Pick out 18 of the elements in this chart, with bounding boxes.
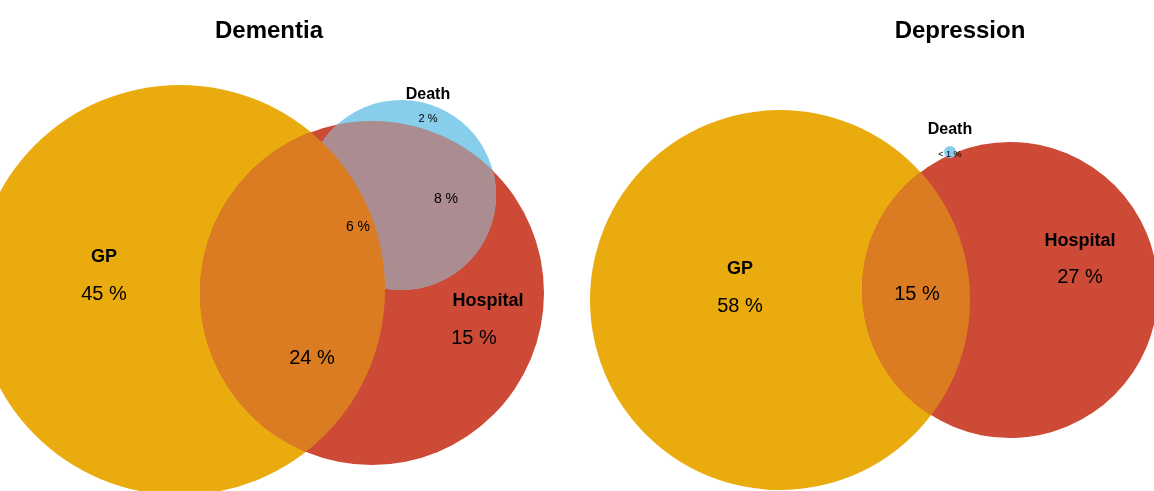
category-label: GP [726, 258, 754, 278]
text: 15 % [894, 282, 941, 304]
data-label: 58 % [717, 294, 764, 316]
category-label: Death [405, 85, 451, 102]
text: 8 % [433, 190, 459, 206]
category-label: Death [927, 120, 973, 137]
text: 24 % [289, 346, 336, 368]
category-label: Hospital [452, 290, 524, 310]
text: Depression [894, 16, 1026, 43]
text: Dementia [214, 16, 324, 43]
data-label: 27 % [1057, 265, 1104, 287]
data-label: 2 % [418, 112, 438, 124]
data-label: < 1 % [938, 149, 962, 159]
data-label: 15 % [451, 326, 498, 348]
category-label: GP [90, 246, 118, 266]
category-label: Hospital [1044, 230, 1116, 250]
data-label: 45 % [81, 282, 128, 304]
text: 6 % [345, 218, 371, 234]
